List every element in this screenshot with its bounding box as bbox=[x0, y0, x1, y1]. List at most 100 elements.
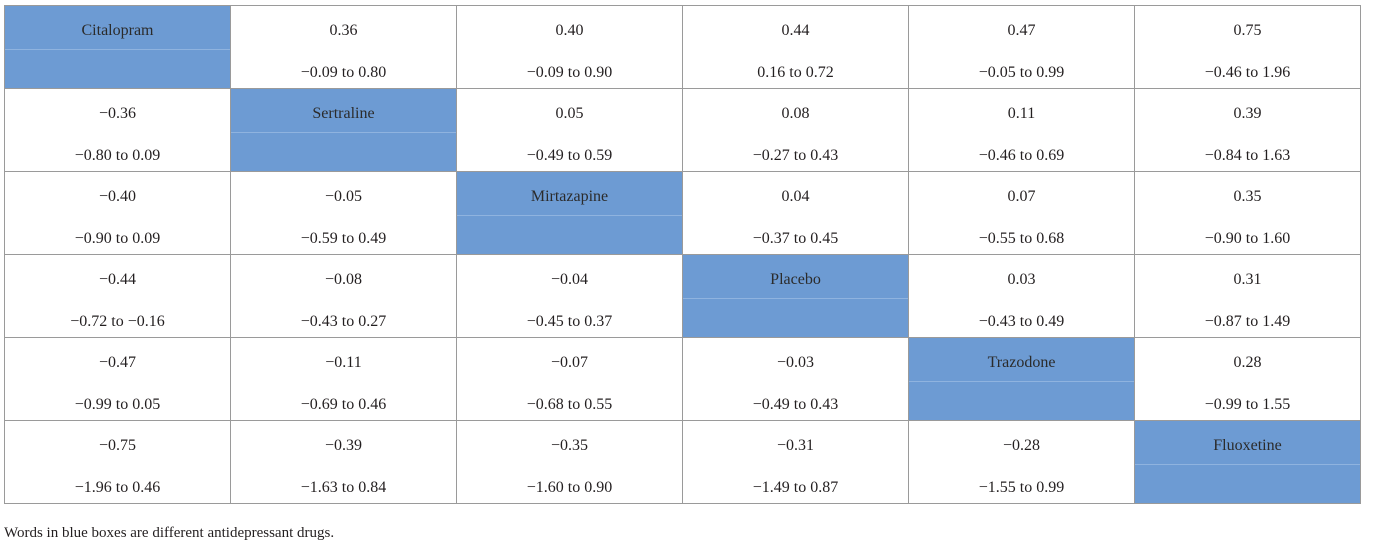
table-row: −0.44 −0.72 to −0.16 −0.08 −0.43 to 0.27 −0.… bbox=[4, 254, 1361, 338]
cell-divider bbox=[457, 215, 682, 216]
confidence-interval: −1.96 to 0.46 bbox=[74, 479, 161, 496]
confidence-interval: −0.72 to −0.16 bbox=[70, 313, 165, 330]
effect-estimate: 0.11 bbox=[1007, 105, 1036, 122]
table-row: −0.47 −0.99 to 0.05 −0.11 −0.69 to 0.46 −0.0… bbox=[4, 337, 1361, 421]
comparison-cell: 0.31 −0.87 to 1.49 bbox=[1134, 254, 1361, 338]
comparison-cell: −0.39 −1.63 to 0.84 bbox=[230, 420, 457, 504]
effect-estimate: 0.40 bbox=[555, 22, 584, 39]
confidence-interval: 0.16 to 0.72 bbox=[757, 64, 834, 81]
effect-estimate: −0.04 bbox=[550, 271, 589, 288]
cell-divider bbox=[909, 381, 1134, 382]
confidence-interval: −0.43 to 0.27 bbox=[300, 313, 387, 330]
effect-estimate: −0.36 bbox=[98, 105, 137, 122]
confidence-interval: −0.80 to 0.09 bbox=[74, 147, 161, 164]
confidence-interval: −1.49 to 0.87 bbox=[752, 479, 839, 496]
effect-estimate: −0.40 bbox=[98, 188, 137, 205]
comparison-cell: −0.75 −1.96 to 0.46 bbox=[4, 420, 231, 504]
comparison-cell: −0.28 −1.55 to 0.99 bbox=[908, 420, 1135, 504]
comparison-cell: 0.11 −0.46 to 0.69 bbox=[908, 88, 1135, 172]
effect-estimate: 0.03 bbox=[1007, 271, 1036, 288]
table-row: Citalopram 0.36 −0.09 to 0.80 0.40 −0.09 to … bbox=[4, 5, 1361, 89]
comparison-cell: −0.31 −1.49 to 0.87 bbox=[682, 420, 909, 504]
table-row: −0.36 −0.80 to 0.09 Sertraline 0.05 −0.49 to… bbox=[4, 88, 1361, 172]
effect-estimate: 0.35 bbox=[1233, 188, 1262, 205]
effect-estimate: −0.03 bbox=[776, 354, 815, 371]
confidence-interval: −0.27 to 0.43 bbox=[752, 147, 839, 164]
table-footnote: Words in blue boxes are different antide… bbox=[4, 525, 335, 541]
drug-header-cell: Placebo bbox=[682, 254, 909, 338]
effect-estimate: −0.35 bbox=[550, 437, 589, 454]
confidence-interval: −1.60 to 0.90 bbox=[526, 479, 613, 496]
effect-estimate: −0.31 bbox=[776, 437, 815, 454]
confidence-interval: −0.49 to 0.43 bbox=[752, 396, 839, 413]
effect-estimate: −0.05 bbox=[324, 188, 363, 205]
comparison-cell: −0.03 −0.49 to 0.43 bbox=[682, 337, 909, 421]
cell-divider bbox=[5, 49, 230, 50]
comparison-cell: 0.08 −0.27 to 0.43 bbox=[682, 88, 909, 172]
confidence-interval: −0.46 to 0.69 bbox=[978, 147, 1065, 164]
confidence-interval: −0.99 to 1.55 bbox=[1204, 396, 1291, 413]
confidence-interval: −0.09 to 0.90 bbox=[526, 64, 613, 81]
comparison-cell: −0.36 −0.80 to 0.09 bbox=[4, 88, 231, 172]
confidence-interval: −0.55 to 0.68 bbox=[978, 230, 1065, 247]
effect-estimate: −0.08 bbox=[324, 271, 363, 288]
drug-header-cell: Trazodone bbox=[908, 337, 1135, 421]
drug-name-label: Fluoxetine bbox=[1213, 437, 1282, 454]
drug-header-cell: Mirtazapine bbox=[456, 171, 683, 255]
cell-divider bbox=[1135, 464, 1360, 465]
comparison-cell: 0.39 −0.84 to 1.63 bbox=[1134, 88, 1361, 172]
effect-estimate: 0.28 bbox=[1233, 354, 1262, 371]
effect-estimate: 0.04 bbox=[781, 188, 810, 205]
effect-estimate: −0.39 bbox=[324, 437, 363, 454]
confidence-interval: −0.68 to 0.55 bbox=[526, 396, 613, 413]
effect-estimate: −0.07 bbox=[550, 354, 589, 371]
confidence-interval: −0.05 to 0.99 bbox=[978, 64, 1065, 81]
comparison-cell: 0.04 −0.37 to 0.45 bbox=[682, 171, 909, 255]
comparison-cell: −0.47 −0.99 to 0.05 bbox=[4, 337, 231, 421]
drug-name-label: Citalopram bbox=[81, 22, 154, 39]
confidence-interval: −1.55 to 0.99 bbox=[978, 479, 1065, 496]
league-table-body: Citalopram 0.36 −0.09 to 0.80 0.40 −0.09 to … bbox=[4, 5, 1361, 504]
confidence-interval: −0.37 to 0.45 bbox=[752, 230, 839, 247]
drug-name-label: Mirtazapine bbox=[530, 188, 609, 205]
effect-estimate: −0.47 bbox=[98, 354, 137, 371]
confidence-interval: −0.49 to 0.59 bbox=[526, 147, 613, 164]
confidence-interval: −0.99 to 0.05 bbox=[74, 396, 161, 413]
drug-header-cell: Fluoxetine bbox=[1134, 420, 1361, 504]
effect-estimate: 0.07 bbox=[1007, 188, 1036, 205]
confidence-interval: −0.87 to 1.49 bbox=[1204, 313, 1291, 330]
cell-divider bbox=[683, 298, 908, 299]
comparison-cell: 0.47 −0.05 to 0.99 bbox=[908, 5, 1135, 89]
comparison-cell: −0.11 −0.69 to 0.46 bbox=[230, 337, 457, 421]
table-row: −0.40 −0.90 to 0.09 −0.05 −0.59 to 0.49 Mirt… bbox=[4, 171, 1361, 255]
comparison-cell: −0.04 −0.45 to 0.37 bbox=[456, 254, 683, 338]
league-table: Citalopram 0.36 −0.09 to 0.80 0.40 −0.09 to … bbox=[4, 5, 1361, 504]
table-row: −0.75 −1.96 to 0.46 −0.39 −1.63 to 0.84 −0.3… bbox=[4, 420, 1361, 504]
drug-header-cell: Citalopram bbox=[4, 5, 231, 89]
comparison-cell: −0.35 −1.60 to 0.90 bbox=[456, 420, 683, 504]
drug-name-label: Sertraline bbox=[312, 105, 375, 122]
effect-estimate: 0.05 bbox=[555, 105, 584, 122]
effect-estimate: 0.39 bbox=[1233, 105, 1262, 122]
effect-estimate: 0.31 bbox=[1233, 271, 1262, 288]
comparison-cell: 0.44 0.16 to 0.72 bbox=[682, 5, 909, 89]
confidence-interval: −0.46 to 1.96 bbox=[1204, 64, 1291, 81]
effect-estimate: 0.75 bbox=[1233, 22, 1262, 39]
comparison-cell: 0.35 −0.90 to 1.60 bbox=[1134, 171, 1361, 255]
effect-estimate: −0.44 bbox=[98, 271, 137, 288]
drug-header-cell: Sertraline bbox=[230, 88, 457, 172]
confidence-interval: −0.84 to 1.63 bbox=[1204, 147, 1291, 164]
cell-divider bbox=[231, 132, 456, 133]
comparison-cell: −0.40 −0.90 to 0.09 bbox=[4, 171, 231, 255]
confidence-interval: −1.63 to 0.84 bbox=[300, 479, 387, 496]
confidence-interval: −0.09 to 0.80 bbox=[300, 64, 387, 81]
comparison-cell: −0.08 −0.43 to 0.27 bbox=[230, 254, 457, 338]
confidence-interval: −0.90 to 1.60 bbox=[1204, 230, 1291, 247]
drug-name-label: Placebo bbox=[770, 271, 821, 288]
comparison-cell: 0.05 −0.49 to 0.59 bbox=[456, 88, 683, 172]
effect-estimate: −0.28 bbox=[1002, 437, 1041, 454]
comparison-cell: 0.28 −0.99 to 1.55 bbox=[1134, 337, 1361, 421]
effect-estimate: 0.47 bbox=[1007, 22, 1036, 39]
comparison-cell: −0.07 −0.68 to 0.55 bbox=[456, 337, 683, 421]
effect-estimate: −0.11 bbox=[325, 354, 362, 371]
